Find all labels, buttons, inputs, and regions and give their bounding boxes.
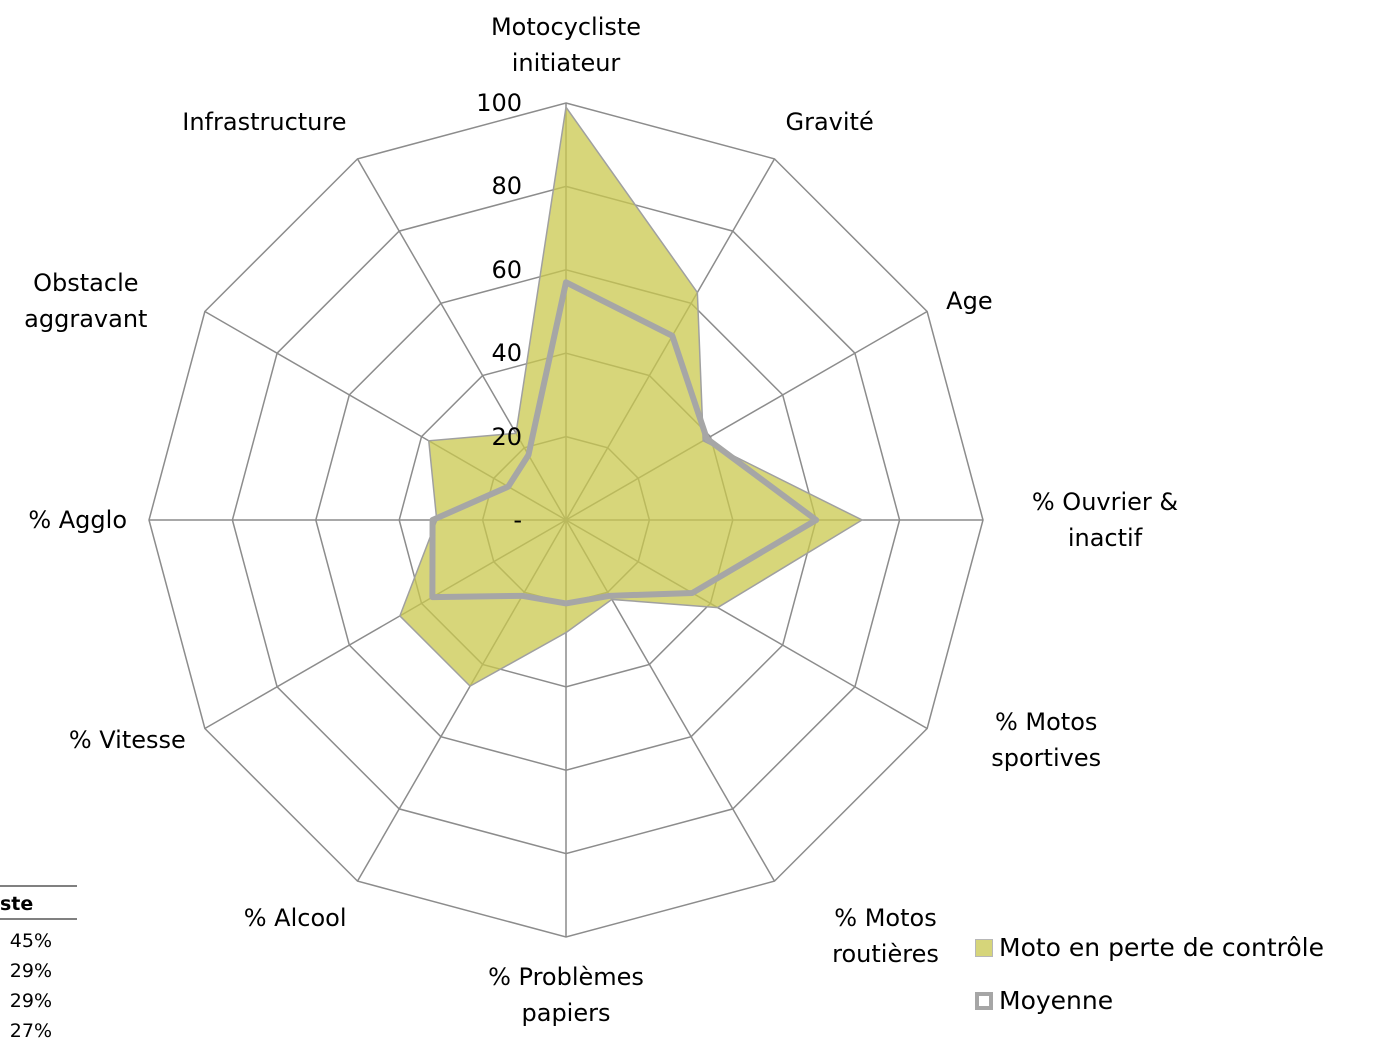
tick-label: 80 <box>491 172 522 201</box>
table-cell: 27% <box>9 1020 52 1039</box>
axis-label: % Agglo <box>28 506 127 534</box>
axis-label: % Problèmes papiers <box>488 963 644 1027</box>
legend-item: Moto en perte de contrôle <box>975 933 1324 962</box>
axis-label: % Alcool <box>243 904 347 933</box>
axis-label: % Vitesse <box>68 725 186 754</box>
tick-label: 100 <box>476 89 522 117</box>
axis-label: Obstacle aggravant <box>24 268 148 333</box>
axis-label: Infrastructure <box>182 107 347 136</box>
axis-label: % Motos sportives <box>991 707 1102 772</box>
table-cell: 29% <box>9 990 52 1012</box>
series-line <box>429 279 820 607</box>
tick-label: 60 <box>491 255 522 284</box>
axis-label: % Ouvrier & inactif <box>1031 488 1179 552</box>
axis-label: % Motos routières <box>832 904 939 969</box>
table-cell: 29% <box>9 960 52 982</box>
legend-item: Moyenne <box>975 986 1113 1015</box>
tick-label: - <box>513 506 522 534</box>
legend-swatch <box>975 991 993 1010</box>
table-cell: 45% <box>9 930 52 952</box>
axis-label: Age <box>946 286 993 315</box>
legend-label: Moto en perte de contrôle <box>999 933 1324 962</box>
legend-swatch <box>975 938 993 957</box>
series-area <box>399 105 864 688</box>
legend-label: Moyenne <box>999 986 1114 1015</box>
axis-label: Motocycliste initiateur <box>490 13 642 77</box>
tick-label: 20 <box>491 422 522 451</box>
tick-label: 40 <box>491 339 522 368</box>
axis-label: Gravité <box>785 107 874 136</box>
table-header: ste <box>0 893 34 915</box>
